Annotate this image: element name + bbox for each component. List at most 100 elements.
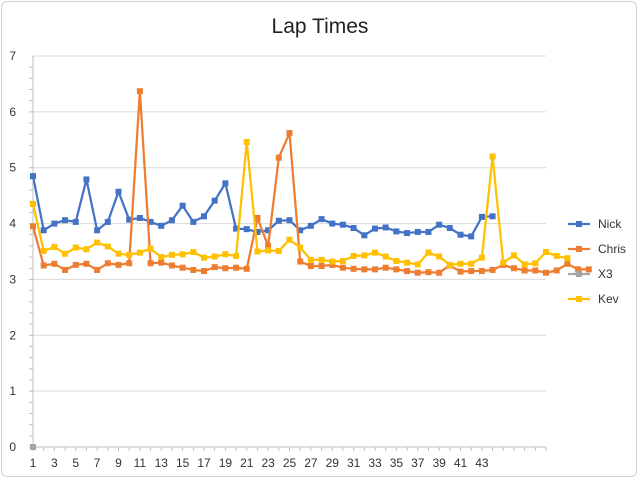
data-point	[436, 253, 443, 260]
data-point	[585, 266, 592, 273]
legend-label: Chris	[598, 242, 626, 256]
y-tick-label: 3	[9, 272, 16, 286]
data-point	[382, 224, 389, 231]
y-tick-label: 2	[9, 328, 16, 342]
data-point	[115, 250, 122, 257]
data-point	[510, 265, 517, 272]
data-point	[414, 228, 421, 235]
series-x3	[30, 444, 36, 450]
data-point	[265, 242, 272, 249]
data-point	[104, 243, 111, 250]
data-point	[51, 260, 58, 267]
legend-entry: Chris	[568, 242, 626, 256]
data-point	[521, 261, 528, 268]
x-tick-label: 29	[326, 456, 340, 470]
data-point	[72, 244, 79, 251]
data-point	[436, 269, 443, 276]
data-point	[94, 239, 101, 246]
data-point	[179, 251, 186, 258]
data-point	[468, 233, 475, 240]
data-point	[158, 254, 165, 261]
data-point	[318, 216, 325, 223]
y-axis: 0 1 2 3 4 5 6 7	[9, 49, 34, 454]
data-point	[286, 236, 293, 243]
data-point	[222, 265, 229, 272]
data-point	[436, 221, 443, 228]
data-point	[521, 267, 528, 274]
data-point	[190, 249, 197, 256]
x-tick-label: 11	[134, 456, 147, 470]
data-point	[83, 260, 90, 267]
data-point	[201, 254, 207, 261]
data-point	[190, 266, 197, 273]
data-point	[83, 176, 90, 183]
data-point	[297, 258, 304, 265]
data-point	[564, 255, 571, 262]
y-tick-label: 5	[9, 161, 16, 175]
data-point	[265, 227, 272, 234]
data-point	[361, 252, 368, 259]
series-line	[31, 175, 493, 238]
chart-title: Lap Times	[272, 15, 369, 38]
data-point	[478, 254, 485, 261]
data-point	[179, 202, 186, 209]
data-point	[136, 214, 143, 221]
data-point	[168, 251, 175, 258]
data-point	[543, 269, 549, 276]
data-point	[30, 444, 36, 450]
data-point	[393, 266, 400, 273]
gridlines	[33, 55, 546, 392]
data-point	[126, 251, 133, 258]
series-line	[31, 90, 589, 274]
data-point	[478, 213, 485, 220]
data-point	[275, 217, 282, 224]
data-point	[382, 253, 389, 260]
legend-marker	[576, 221, 582, 227]
x-tick-label: 33	[368, 456, 382, 470]
x-tick-label: 13	[155, 456, 169, 470]
x-tick-label: 43	[475, 456, 489, 470]
data-point	[254, 214, 261, 221]
data-point	[297, 244, 304, 251]
data-point	[201, 268, 207, 275]
data-point	[40, 227, 47, 234]
data-point	[233, 225, 240, 232]
data-point	[115, 261, 122, 268]
legend-label: Kev	[598, 292, 619, 306]
data-point	[115, 188, 122, 195]
data-point	[372, 225, 378, 232]
data-point	[372, 249, 378, 256]
data-point	[575, 266, 582, 273]
data-point	[478, 268, 485, 275]
data-point	[286, 130, 293, 137]
x-tick-label: 25	[283, 456, 297, 470]
legend-label: X3	[598, 267, 613, 281]
data-point	[147, 218, 154, 225]
data-point	[243, 139, 250, 146]
data-point	[126, 216, 133, 223]
data-point	[126, 260, 133, 267]
data-point	[457, 268, 464, 275]
data-point	[233, 252, 240, 259]
data-point	[30, 223, 36, 230]
data-point	[350, 225, 357, 232]
data-point	[94, 266, 101, 273]
series-chris	[30, 88, 592, 276]
series-kev	[30, 139, 571, 268]
data-point	[243, 226, 250, 233]
data-point	[243, 265, 250, 272]
data-point	[350, 265, 357, 272]
data-point	[532, 267, 539, 274]
x-tick-label: 15	[176, 456, 190, 470]
x-tick-label: 23	[261, 456, 275, 470]
data-point	[404, 230, 411, 237]
data-point	[265, 247, 272, 254]
x-tick-label: 35	[390, 456, 404, 470]
data-point	[40, 262, 47, 269]
y-tick-label: 6	[9, 105, 16, 119]
data-point	[104, 218, 111, 225]
data-point	[329, 261, 336, 268]
data-point	[500, 259, 507, 266]
y-tick-label: 0	[9, 440, 16, 454]
data-point	[329, 258, 336, 265]
